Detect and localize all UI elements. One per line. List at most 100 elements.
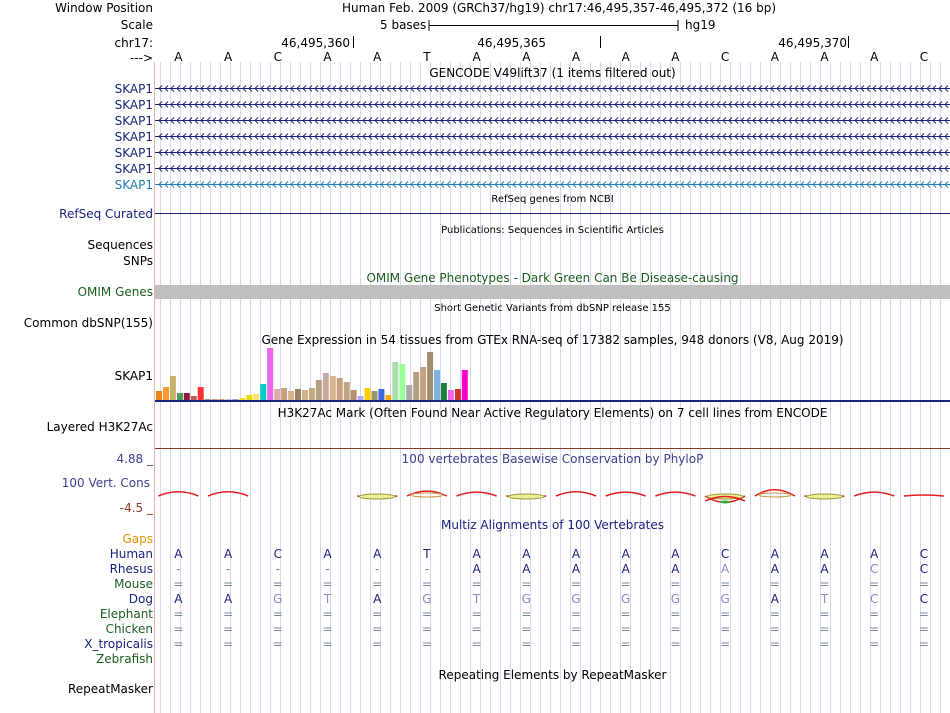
- aligned-base: =: [372, 622, 383, 636]
- aligned-base: =: [670, 637, 681, 651]
- conservation-chart[interactable]: [155, 470, 950, 514]
- reference-base: A: [671, 50, 680, 64]
- gtex-tissue-bar: [420, 367, 427, 400]
- strand-chevrons: [158, 181, 949, 188]
- gtex-tissue-bar: [253, 394, 260, 400]
- gtex-tissue-bar: [274, 389, 281, 400]
- aligned-base: =: [521, 622, 532, 636]
- aligned-base: =: [272, 607, 283, 621]
- conservation-track-title: 100 vertebrates Basewise Conservation by…: [401, 452, 704, 466]
- gtex-track-title: Gene Expression in 54 tissues from GTEx …: [261, 333, 844, 347]
- aligned-base: -: [325, 562, 330, 576]
- species-label[interactable]: Mouse: [114, 577, 153, 591]
- ruler-tick-2: [600, 36, 601, 48]
- reference-base: A: [472, 50, 481, 64]
- species-label[interactable]: Zebrafish: [96, 652, 153, 666]
- gencode-transcript-label[interactable]: SKAP1: [114, 162, 153, 176]
- aligned-base: A: [720, 562, 730, 576]
- ruler-tick-label-1: 46,495,360: [281, 36, 350, 50]
- label-sequences[interactable]: Sequences: [87, 238, 153, 252]
- omim-feature-bar[interactable]: [155, 285, 950, 299]
- aligned-base: =: [819, 577, 830, 591]
- gtex-tissue-bar: [434, 370, 440, 400]
- conservation-peak: [158, 491, 199, 497]
- label-common-dbsnp[interactable]: Common dbSNP(155): [23, 316, 153, 330]
- aligned-base: =: [769, 622, 780, 636]
- aligned-base: =: [272, 577, 283, 591]
- refseq-line[interactable]: [155, 213, 950, 214]
- aligned-base: =: [471, 607, 482, 621]
- species-alignment-row: = = = = = = = = = = = = = = = =: [155, 607, 950, 621]
- gencode-track-title: GENCODE V49lift37 (1 items filtered out): [429, 66, 676, 80]
- aligned-base: A: [621, 562, 630, 576]
- aligned-base: =: [769, 637, 780, 651]
- ruler-tick-1: [353, 36, 354, 48]
- conservation-peak: [704, 493, 746, 504]
- h3k27ac-track-title: H3K27Ac Mark (Often Found Near Active Re…: [277, 406, 828, 420]
- gtex-tissue-bar: [392, 362, 399, 400]
- label-gtex-gene[interactable]: SKAP1: [114, 369, 153, 383]
- aligned-base: =: [521, 637, 532, 651]
- aligned-base: A: [223, 547, 233, 561]
- reference-base: A: [323, 50, 332, 64]
- aligned-base: G: [521, 592, 531, 606]
- label-repeatmasker[interactable]: RepeatMasker: [67, 682, 153, 696]
- ruler-tick-label-3: 46,495,370: [778, 36, 847, 50]
- conservation-peak: [605, 491, 646, 497]
- gtex-tissue-bar: [295, 389, 301, 400]
- aligned-base: A: [174, 547, 183, 561]
- aligned-base: A: [621, 547, 630, 561]
- species-label[interactable]: Chicken: [105, 622, 153, 636]
- label-snps[interactable]: SNPs: [123, 254, 153, 268]
- aligned-base: A: [373, 592, 382, 606]
- gencode-transcripts[interactable]: [155, 80, 950, 192]
- aligned-base: =: [620, 577, 631, 591]
- aligned-base: A: [373, 547, 382, 561]
- label-omim-genes[interactable]: OMIM Genes: [77, 285, 153, 299]
- aligned-base: =: [819, 622, 830, 636]
- species-label[interactable]: Rhesus: [109, 562, 153, 576]
- gencode-transcript-label[interactable]: SKAP1: [114, 130, 153, 144]
- aligned-base: =: [272, 637, 283, 651]
- aligned-base: =: [769, 607, 780, 621]
- gencode-transcript-label[interactable]: SKAP1: [114, 82, 153, 96]
- aligned-base: A: [820, 547, 829, 561]
- gtex-tissue-bar: [176, 393, 183, 400]
- aligned-base: A: [472, 562, 481, 576]
- aligned-base: =: [421, 577, 432, 591]
- gtex-tissue-bar: [225, 399, 232, 400]
- gtex-tissue-bar: [190, 396, 197, 400]
- conservation-peak: [853, 491, 895, 497]
- species-label[interactable]: Elephant: [99, 607, 153, 621]
- species-label[interactable]: Dog: [128, 592, 153, 606]
- gtex-expression-chart[interactable]: [155, 346, 950, 404]
- reference-base: C: [919, 50, 929, 64]
- aligned-base: A: [870, 547, 879, 561]
- label-conservation[interactable]: 100 Vert. Cons: [61, 476, 150, 490]
- species-label[interactable]: Human: [109, 547, 153, 561]
- species-label[interactable]: X_tropicalis: [84, 637, 153, 651]
- aligned-base: =: [173, 607, 184, 621]
- gtex-tissue-bar: [239, 398, 246, 400]
- label-refseq[interactable]: RefSeq Curated: [59, 207, 153, 221]
- gtex-tissue-bar: [156, 391, 162, 400]
- aligned-base: =: [223, 622, 234, 636]
- aligned-base: =: [322, 607, 333, 621]
- gtex-tissue-bar: [246, 395, 253, 400]
- conservation-peak: [903, 494, 944, 497]
- dbsnp-track-title: Short Genetic Variants from dbSNP releas…: [434, 303, 671, 314]
- gtex-tissue-bar: [288, 391, 295, 400]
- aligned-base: =: [372, 637, 383, 651]
- aligned-base: G: [273, 592, 283, 606]
- gencode-transcript-label[interactable]: SKAP1: [114, 98, 153, 112]
- aligned-base: C: [869, 562, 879, 576]
- gtex-tissue-bar: [343, 382, 350, 400]
- gencode-transcript-label[interactable]: SKAP1: [114, 146, 153, 160]
- reference-base: A: [770, 50, 779, 64]
- gencode-transcript-label[interactable]: SKAP1: [114, 178, 153, 192]
- label-layered-h3k27ac[interactable]: Layered H3K27Ac: [46, 420, 153, 434]
- gencode-transcript-label[interactable]: SKAP1: [114, 114, 153, 128]
- refseq-track-title: RefSeq genes from NCBI: [491, 194, 614, 205]
